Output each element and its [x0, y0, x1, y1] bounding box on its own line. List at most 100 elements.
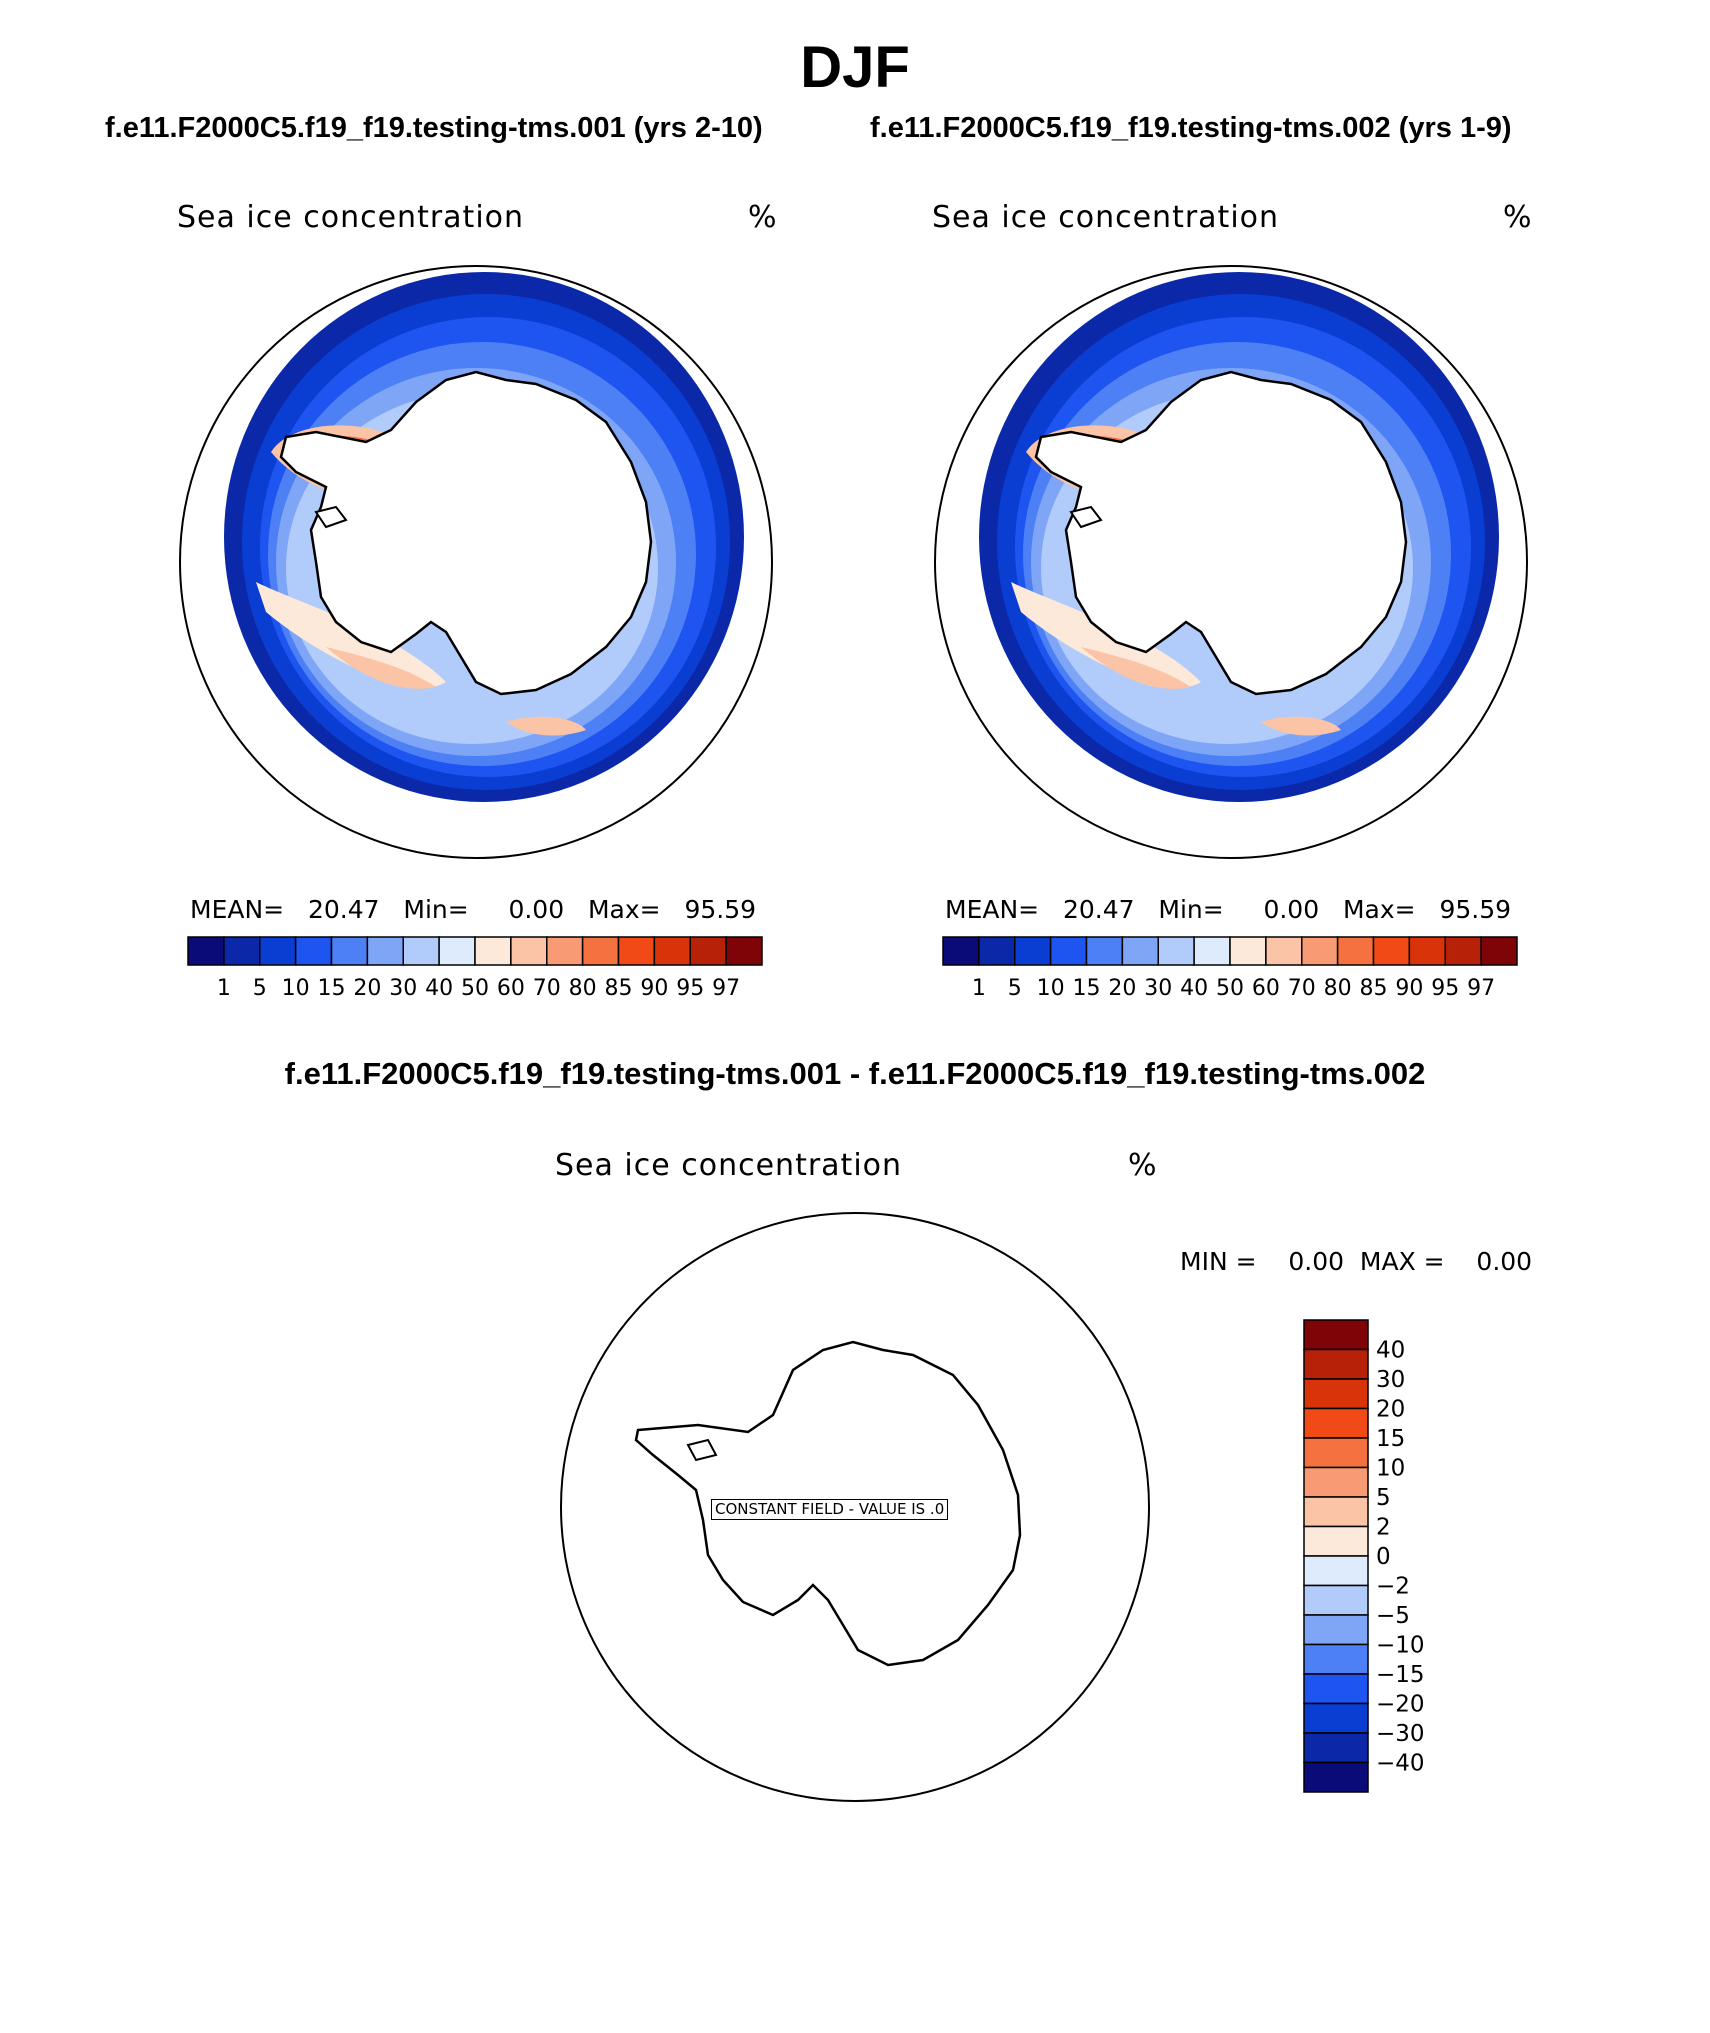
colorbar-swatch — [1303, 1584, 1369, 1616]
colorbar-tick-label: 10 — [1037, 976, 1065, 1001]
colorbar-tick-label: 20 — [353, 976, 381, 1001]
colorbar-tick-label: 90 — [1395, 976, 1423, 1001]
colorbar-swatch — [1301, 936, 1339, 966]
colorbar-tick-label: −5 — [1376, 1603, 1410, 1629]
panel1-map — [179, 265, 773, 859]
colorbar-swatch — [581, 936, 620, 966]
colorbar-tick-label: 20 — [1376, 1397, 1405, 1423]
mean-value: 20.47 — [1062, 895, 1135, 924]
colorbar-tick-label: 70 — [1288, 976, 1316, 1001]
colorbar-swatch — [1303, 1437, 1369, 1469]
colorbar-swatch — [330, 936, 369, 966]
antarctica-coastline — [1034, 370, 1408, 696]
colorbar-tick-label: 60 — [1252, 976, 1280, 1001]
difference-title: f.e11.F2000C5.f19_f19.testing-tms.001 - … — [284, 1056, 1426, 1091]
colorbar-tick-label: 85 — [605, 976, 633, 1001]
island-outline — [686, 1438, 718, 1462]
colorbar-tick-label: 95 — [676, 976, 704, 1001]
colorbar-tick-label: 15 — [318, 976, 346, 1001]
max-value: 95.59 — [1439, 895, 1512, 924]
colorbar-tick-label: 10 — [282, 976, 310, 1001]
colorbar-swatch — [1303, 1378, 1369, 1410]
island-outline — [1069, 505, 1103, 529]
colorbar-swatch — [1085, 936, 1124, 966]
colorbar-tick-label: −20 — [1376, 1692, 1425, 1718]
amundsen-patch — [506, 716, 586, 736]
colorbar-swatch — [1480, 936, 1518, 966]
colorbar-tick-label: 20 — [1108, 976, 1136, 1001]
colorbar-tick-label: 40 — [425, 976, 453, 1001]
diff-label: Sea ice concentration — [555, 1148, 903, 1183]
right-case-title: f.e11.F2000C5.f19_f19.testing-tms.002 (y… — [870, 112, 1512, 144]
colorbar-swatch — [1303, 1761, 1369, 1793]
colorbar-tick-label: −2 — [1376, 1574, 1410, 1600]
colorbar-tick-label: 97 — [712, 976, 740, 1001]
ross-patch-inner — [1081, 647, 1191, 689]
max-value: 95.59 — [684, 895, 757, 924]
min-label: Min= — [403, 895, 469, 924]
colorbar-swatch — [1157, 936, 1195, 966]
colorbar-swatch — [1408, 936, 1446, 966]
colorbar-swatch — [259, 936, 297, 966]
panel1-label: Sea ice concentration — [177, 200, 525, 235]
colorbar-swatch — [1303, 1407, 1369, 1439]
colorbar-tick-label: −30 — [1376, 1721, 1425, 1747]
colorbar-tick-label: 15 — [1073, 976, 1101, 1001]
min-value: 0.00 — [1263, 895, 1320, 924]
colorbar-tick-label: 30 — [1144, 976, 1172, 1001]
colorbar-tick-label: −15 — [1376, 1662, 1425, 1688]
colorbar-tick-label: 50 — [461, 976, 489, 1001]
colorbar-swatch — [223, 936, 261, 966]
colorbar-swatch — [617, 936, 656, 966]
colorbar-tick-label: −10 — [1376, 1633, 1425, 1659]
colorbar-swatch — [978, 936, 1016, 966]
colorbar-tick-label: 40 — [1376, 1338, 1405, 1364]
panel2-stats: MEAN= 20.47 Min= 0.00 Max= 95.59 — [945, 895, 1511, 924]
colorbar-swatch — [294, 936, 333, 966]
colorbar-swatch — [1303, 1466, 1369, 1498]
colorbar-swatch — [366, 936, 404, 966]
colorbar-swatch — [546, 936, 584, 966]
colorbar-tick-label: 80 — [569, 976, 597, 1001]
min-value: 0.00 — [508, 895, 565, 924]
amundsen-patch — [1261, 716, 1341, 736]
colorbar-swatch — [1303, 1732, 1369, 1764]
figure-title: DJF — [800, 35, 910, 100]
colorbar-tick-label: 50 — [1216, 976, 1244, 1001]
colorbar-swatch — [438, 936, 476, 966]
colorbar-swatch — [1265, 936, 1303, 966]
colorbar-swatch — [942, 936, 980, 966]
colorbar-swatch — [1372, 936, 1411, 966]
max-label: Max= — [587, 895, 661, 924]
colorbar-swatch — [1193, 936, 1231, 966]
colorbar-tick-label: 5 — [1376, 1485, 1391, 1511]
island-outline — [314, 505, 348, 529]
colorbar-swatch — [689, 936, 727, 966]
map-boundary — [934, 265, 1528, 859]
diff-max-label: MAX = — [1359, 1247, 1445, 1276]
diff-min-value: 0.00 — [1288, 1247, 1345, 1276]
colorbar-tick-label: 70 — [533, 976, 561, 1001]
mean-value: 20.47 — [307, 895, 380, 924]
panel1-colorbar: 1 5 10 15 20 30 40 50 60 70 80 85 90 95 97 — [187, 936, 763, 1001]
panel2-label: Sea ice concentration — [932, 200, 1280, 235]
panel1-stats: MEAN= 20.47 Min= 0.00 Max= 95.59 — [190, 895, 756, 924]
colorbar-tick-label: 1 — [972, 976, 986, 1001]
colorbar-swatch — [1229, 936, 1267, 966]
ross-patch-inner — [326, 647, 436, 689]
colorbar-swatch — [1049, 936, 1088, 966]
left-case-title: f.e11.F2000C5.f19_f19.testing-tms.001 (y… — [105, 112, 763, 144]
colorbar-tick-label: 90 — [640, 976, 668, 1001]
colorbar-tick-label: 5 — [1008, 976, 1022, 1001]
colorbar-tick-label: 40 — [1180, 976, 1208, 1001]
map-boundary — [179, 265, 773, 859]
colorbar-swatch — [725, 936, 763, 966]
panel1-unit: % — [748, 200, 777, 235]
colorbar-swatch — [1303, 1555, 1369, 1587]
colorbar-swatch — [1336, 936, 1375, 966]
panel2-map — [934, 265, 1528, 859]
colorbar-tick-label: 0 — [1376, 1544, 1391, 1570]
diff-min-label: MIN = — [1180, 1247, 1257, 1276]
colorbar-swatch — [1303, 1643, 1369, 1675]
